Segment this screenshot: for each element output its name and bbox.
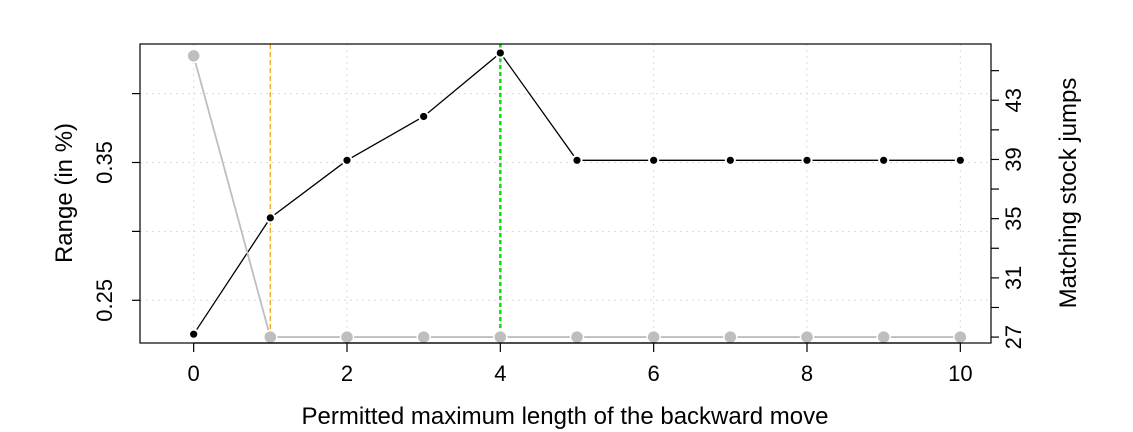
- data-point: [263, 329, 278, 345]
- data-point: [339, 329, 355, 345]
- data-point: [343, 156, 351, 164]
- data-point: [953, 329, 968, 345]
- reference-lines: [269, 44, 502, 343]
- x-axis: 0 2 4 6 8 10: [188, 342, 973, 386]
- y-left-tick-label: 0.35: [92, 141, 117, 184]
- y-right-tick-label: 31: [1001, 266, 1026, 290]
- y-left-tick-label: 0.25: [92, 279, 117, 322]
- x-tick-label: 6: [648, 361, 660, 386]
- data-point: [650, 156, 658, 164]
- series-line: [193, 52, 961, 335]
- data-point: [876, 329, 891, 345]
- x-axis-title: Permitted maximum length of the backward…: [302, 403, 829, 430]
- y-axis-left: 0.25 0.35: [92, 93, 140, 322]
- data-point: [420, 112, 428, 121]
- data-point: [799, 329, 815, 345]
- data-point: [880, 156, 888, 164]
- grid-lines: [140, 44, 991, 343]
- y-right-tick-label: 27: [1001, 325, 1026, 349]
- series-layer: [186, 47, 968, 345]
- y-axis-left-title: Range (in %): [51, 123, 78, 263]
- y-axis-right-title: Matching stock jumps: [1055, 78, 1082, 309]
- data-point: [646, 329, 661, 345]
- x-tick-label: 4: [494, 361, 506, 386]
- x-tick-label: 10: [948, 361, 972, 386]
- data-point: [573, 156, 581, 164]
- data-point: [190, 330, 198, 338]
- data-point: [569, 329, 585, 345]
- data-point: [186, 48, 201, 64]
- data-point: [803, 156, 811, 164]
- y-right-tick-label: 35: [1001, 206, 1026, 230]
- y-right-tick-label: 43: [1001, 88, 1026, 112]
- x-tick-label: 8: [801, 361, 813, 386]
- data-point: [956, 156, 964, 164]
- data-point: [496, 49, 504, 57]
- data-point: [266, 214, 274, 222]
- data-point: [416, 329, 431, 345]
- y-right-tick-label: 39: [1001, 147, 1026, 171]
- data-point: [723, 329, 738, 345]
- y-axis-right: 27 31 35 39 43: [991, 70, 1026, 349]
- plot-frame: [139, 43, 992, 344]
- data-point: [726, 156, 734, 164]
- x-tick-label: 0: [188, 361, 200, 386]
- x-tick-label: 2: [341, 361, 353, 386]
- data-point: [493, 329, 508, 345]
- series-line: [192, 55, 961, 338]
